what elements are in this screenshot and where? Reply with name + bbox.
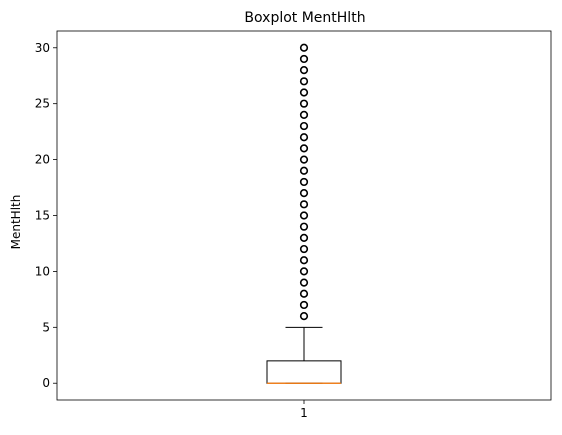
flier-point <box>299 278 309 287</box>
chart-title: Boxplot MentHlth <box>244 10 365 26</box>
flier-point <box>299 256 309 265</box>
flier-point <box>299 110 309 119</box>
y-tick-label: 25 <box>35 97 50 111</box>
flier-point <box>299 144 309 153</box>
flier-point <box>299 99 309 108</box>
flier-point <box>299 267 309 276</box>
flier-point <box>299 54 309 64</box>
flier-point <box>299 300 309 310</box>
flier-point <box>299 155 309 164</box>
x-tick-label: 1 <box>300 406 308 420</box>
flier-point <box>299 133 309 142</box>
flier-point <box>299 233 309 242</box>
flier-point <box>299 66 309 75</box>
flier-point <box>299 166 309 175</box>
y-tick-label: 15 <box>35 209 50 223</box>
y-tick-label: 0 <box>42 376 50 390</box>
y-axis-label: MentHlth <box>9 195 23 250</box>
flier-point <box>299 244 309 254</box>
flier-point <box>299 177 309 187</box>
flier-point <box>299 211 309 220</box>
flier-point <box>299 77 309 86</box>
y-tick-label: 30 <box>35 41 50 55</box>
y-tick-label: 10 <box>35 264 50 278</box>
flier-point <box>299 189 309 198</box>
plot-area: 0 5 10 15 20 25 30 1 <box>35 30 552 420</box>
flier-point <box>299 121 309 131</box>
flier-point <box>299 200 309 209</box>
flier-point <box>299 289 309 298</box>
flier-point <box>299 222 309 231</box>
flier-point <box>299 88 309 97</box>
y-tick-label: 5 <box>42 320 50 334</box>
y-tick-label: 20 <box>35 153 50 167</box>
box-iqr <box>266 360 342 384</box>
flier-point <box>299 312 309 321</box>
flier-point <box>299 43 309 52</box>
